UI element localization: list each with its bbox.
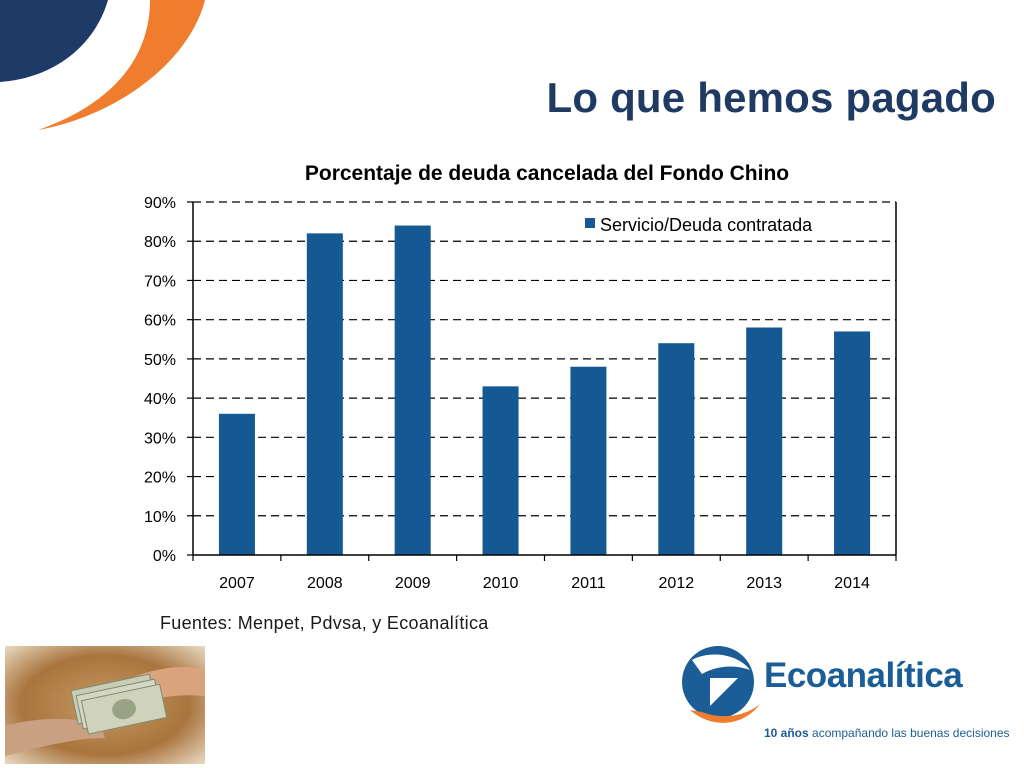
x-tick-label: 2009 (395, 575, 431, 592)
y-axis-ticks: 0% 10% 20% 30% 40% 50% 60% 70% 80% 90% (144, 195, 193, 565)
source-note: Fuentes: Menpet, Pdvsa, y Ecoanalítica (160, 613, 489, 633)
x-tick-label: 2012 (659, 575, 695, 592)
y-tick-label: 30% (144, 430, 176, 447)
y-tick-label: 20% (144, 470, 176, 487)
legend: Servicio/Deuda contratada (585, 215, 813, 235)
legend-swatch (585, 218, 595, 228)
bar (306, 233, 343, 555)
y-tick-label: 70% (144, 273, 176, 290)
brand-tagline: 10 años acompañando las buenas decisione… (764, 726, 1010, 740)
x-axis-ticks: 2007 2008 2009 2010 2011 2012 2013 2014 (192, 555, 897, 592)
bar (394, 225, 431, 556)
legend-label: Servicio/Deuda contratada (600, 215, 813, 235)
y-tick-label: 10% (144, 509, 176, 526)
orange-swoosh (38, 0, 205, 130)
logo-mark-orange (690, 704, 760, 723)
y-tick-label: 40% (144, 391, 176, 408)
bar (746, 327, 783, 555)
slide-title: Lo que hemos pagado (546, 74, 996, 121)
chart-title: Porcentaje de deuda cancelada del Fondo … (305, 162, 789, 185)
ecoanalitica-logo (682, 646, 760, 723)
logo-mark-swoosh (692, 654, 750, 674)
money-handoff-photo (5, 646, 205, 764)
y-tick-label: 0% (153, 548, 176, 565)
gridlines (193, 201, 896, 517)
y-tick-label: 50% (144, 352, 176, 369)
x-tick-label: 2014 (834, 575, 870, 592)
blue-swoosh (0, 0, 108, 82)
y-tick-label: 80% (144, 234, 176, 251)
bar (218, 413, 255, 555)
bar (658, 343, 695, 555)
brand-name: Ecoanalítica (764, 656, 963, 695)
x-tick-label: 2013 (746, 575, 782, 592)
bars (218, 225, 871, 556)
bar (482, 386, 519, 555)
y-tick-label: 60% (144, 313, 176, 330)
tagline-highlight: 10 años (764, 726, 809, 740)
y-tick-label: 90% (144, 195, 176, 212)
x-tick-label: 2010 (483, 575, 519, 592)
bar (834, 331, 871, 555)
bar (570, 366, 607, 555)
corner-decoration (0, 0, 205, 130)
x-tick-label: 2007 (219, 575, 255, 592)
x-tick-label: 2008 (307, 575, 343, 592)
tagline-rest: acompañando las buenas decisiones (808, 726, 1010, 740)
x-tick-label: 2011 (571, 575, 606, 592)
axes (192, 202, 897, 556)
